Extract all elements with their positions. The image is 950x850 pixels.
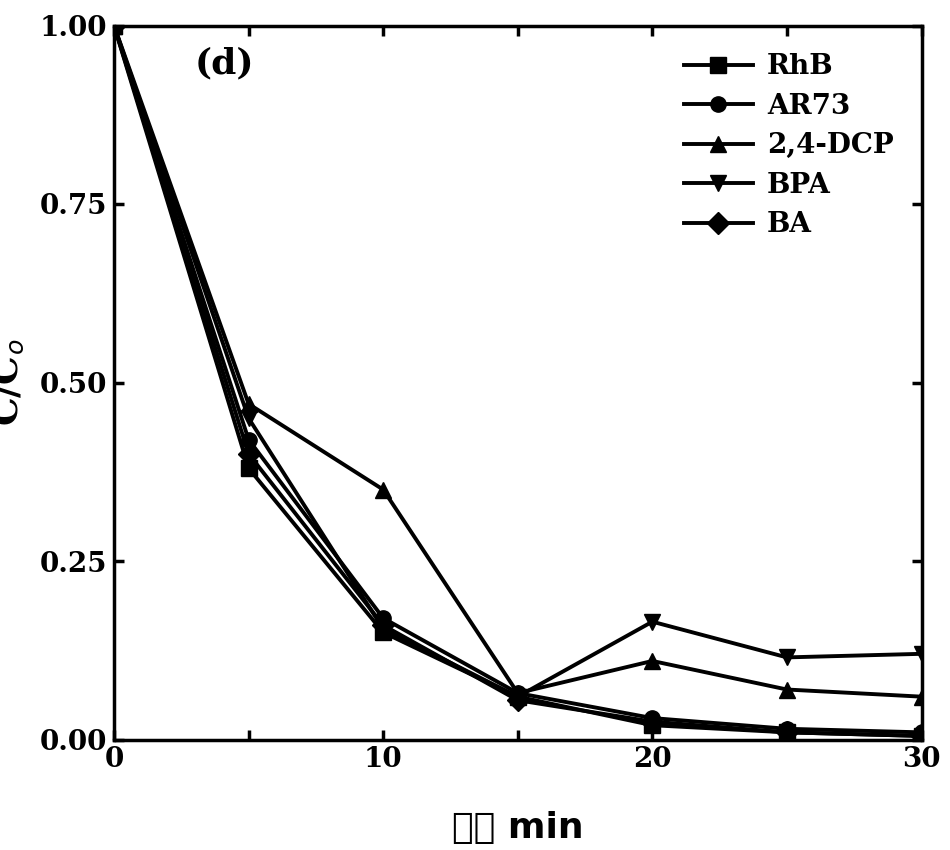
BPA xyxy=(916,649,927,659)
Line: BA: BA xyxy=(106,18,929,744)
Text: 时间 min: 时间 min xyxy=(452,811,583,845)
BA xyxy=(512,695,523,706)
RhB xyxy=(781,728,792,738)
2,4-DCP xyxy=(243,399,255,409)
RhB xyxy=(108,20,120,31)
Y-axis label: C/C$_o$: C/C$_o$ xyxy=(0,339,26,426)
Line: AR73: AR73 xyxy=(106,18,929,740)
2,4-DCP xyxy=(781,684,792,694)
Line: RhB: RhB xyxy=(106,18,929,744)
AR73 xyxy=(916,728,927,738)
RhB xyxy=(243,463,255,473)
2,4-DCP xyxy=(647,656,658,666)
AR73 xyxy=(781,723,792,734)
BA xyxy=(243,449,255,459)
BA xyxy=(377,620,389,631)
AR73 xyxy=(108,20,120,31)
BPA xyxy=(647,616,658,626)
RhB xyxy=(916,731,927,741)
RhB xyxy=(647,720,658,730)
2,4-DCP xyxy=(512,688,523,698)
Line: BPA: BPA xyxy=(106,18,929,705)
RhB xyxy=(512,692,523,702)
BA xyxy=(916,731,927,741)
Legend: RhB, AR73, 2,4-DCP, BPA, BA: RhB, AR73, 2,4-DCP, BPA, BA xyxy=(670,39,907,252)
2,4-DCP xyxy=(108,20,120,31)
BPA xyxy=(243,413,255,423)
AR73 xyxy=(377,613,389,623)
Text: (d): (d) xyxy=(195,47,255,81)
BA xyxy=(108,20,120,31)
2,4-DCP xyxy=(377,484,389,495)
AR73 xyxy=(243,434,255,445)
Line: 2,4-DCP: 2,4-DCP xyxy=(106,18,929,705)
BPA xyxy=(781,652,792,662)
BA xyxy=(781,728,792,738)
BPA xyxy=(108,20,120,31)
AR73 xyxy=(647,713,658,723)
BA xyxy=(647,717,658,727)
BPA xyxy=(512,692,523,702)
AR73 xyxy=(512,688,523,698)
BPA xyxy=(377,624,389,634)
RhB xyxy=(377,627,389,638)
2,4-DCP xyxy=(916,692,927,702)
